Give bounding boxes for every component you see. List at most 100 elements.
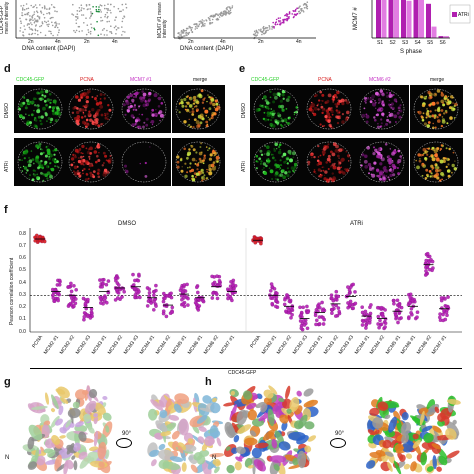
scatter-dot — [28, 33, 30, 35]
f-point-23 — [413, 316, 418, 321]
scatter-dot — [82, 14, 85, 16]
f-point-14 — [274, 295, 279, 299]
scatter-dot — [300, 10, 303, 12]
f-point-14 — [269, 296, 273, 300]
f-point-2 — [67, 302, 72, 307]
f-point-10 — [200, 295, 204, 300]
scatter-dot — [302, 9, 304, 12]
f-point-5 — [113, 285, 118, 290]
scatter-dot — [305, 6, 307, 9]
f-point-15 — [290, 308, 295, 313]
f-point-21 — [379, 322, 384, 327]
f-point-6 — [133, 295, 137, 300]
scatter-dot — [22, 34, 24, 36]
f-point-11 — [212, 275, 217, 279]
f-point-4 — [101, 281, 105, 286]
f-point-24 — [423, 261, 428, 266]
f-point-6 — [133, 294, 138, 299]
f-point-8 — [162, 303, 167, 308]
f-point-20 — [368, 311, 373, 316]
scatter-dot — [99, 4, 102, 6]
f-point-8 — [161, 311, 166, 316]
f-xtick-label: MCM7 #1 — [218, 334, 237, 356]
f-point-24 — [427, 267, 432, 272]
top-mid-xlabel: DNA content (DAPI) — [180, 46, 234, 52]
scatter-dot — [83, 7, 85, 10]
f-point-12 — [230, 291, 235, 296]
f-point-2 — [71, 298, 76, 303]
f-point-20 — [364, 323, 369, 327]
scatter-dot — [191, 31, 194, 34]
f-point-15 — [283, 296, 288, 301]
scatter-dot — [296, 7, 299, 10]
f-point-17 — [316, 322, 321, 327]
scatter-dot — [81, 7, 83, 9]
g-side-blobs — [147, 392, 225, 474]
scatter-dot — [110, 32, 113, 35]
f-point-7 — [154, 283, 158, 288]
f-point-25 — [444, 304, 449, 309]
f-point-25 — [444, 310, 449, 315]
f-point-7 — [154, 288, 158, 293]
scatter-dot — [90, 14, 93, 16]
scatter-dot — [109, 9, 111, 12]
f-point-19 — [346, 285, 350, 289]
scatter-dot — [39, 4, 41, 6]
f-point-7 — [149, 301, 154, 305]
f-point-21 — [383, 317, 388, 321]
f-point-24 — [424, 252, 429, 257]
f-point-12 — [233, 283, 238, 288]
f-point-16 — [299, 310, 304, 315]
f-point-19 — [351, 282, 356, 287]
f-point-9 — [179, 294, 184, 298]
f-point-6 — [132, 283, 136, 287]
scatter-dot — [306, 1, 309, 3]
f-point-4 — [99, 297, 103, 302]
scatter-dot — [274, 21, 277, 24]
f-point-22 — [394, 314, 399, 319]
f-point-17 — [320, 300, 324, 305]
scatter-dot — [288, 17, 290, 20]
f-point-23 — [415, 315, 419, 320]
micrograph-e-r2-c2 — [303, 138, 356, 186]
f-point-19 — [352, 302, 356, 307]
f-point-18 — [334, 298, 339, 302]
f-point-21 — [381, 306, 385, 311]
f-point-4 — [98, 295, 103, 300]
bar-atri — [431, 26, 437, 38]
f-point-5 — [117, 286, 121, 291]
f-point-20 — [368, 305, 372, 310]
scatter-dot — [282, 20, 285, 23]
scatter-dot — [48, 30, 50, 32]
f-point-25 — [445, 304, 450, 309]
f-point-16 — [300, 327, 305, 332]
scatter-dot — [34, 18, 36, 20]
scatter-dot — [204, 23, 206, 25]
f-point-0 — [33, 236, 38, 240]
f-point-23 — [415, 310, 420, 315]
f-point-20 — [364, 326, 368, 330]
f-point-8 — [170, 305, 175, 310]
scatter-dot — [109, 31, 111, 33]
f-point-11 — [215, 292, 219, 297]
f-point-18 — [334, 289, 339, 294]
f-point-6 — [133, 292, 138, 297]
d-col-2: PCNA — [80, 77, 94, 83]
scatter-dot — [100, 16, 102, 19]
bar-dmso — [401, 0, 406, 38]
scatter-dot — [25, 18, 27, 21]
scatter-dot — [76, 13, 79, 15]
f-point-6 — [133, 278, 137, 283]
f-point-23 — [408, 298, 413, 303]
f-point-9 — [186, 296, 190, 301]
scatter-dot — [253, 30, 256, 33]
f-point-2 — [66, 285, 71, 289]
scatter-dot — [48, 8, 51, 10]
f-point-10 — [197, 295, 202, 300]
scatter-dot — [44, 34, 47, 37]
stage-label: S2 — [389, 40, 396, 46]
e-col-1: CDC45-GFP — [251, 77, 280, 83]
f-point-16 — [305, 310, 309, 315]
f-point-9 — [181, 302, 185, 306]
f-point-6 — [137, 274, 141, 278]
